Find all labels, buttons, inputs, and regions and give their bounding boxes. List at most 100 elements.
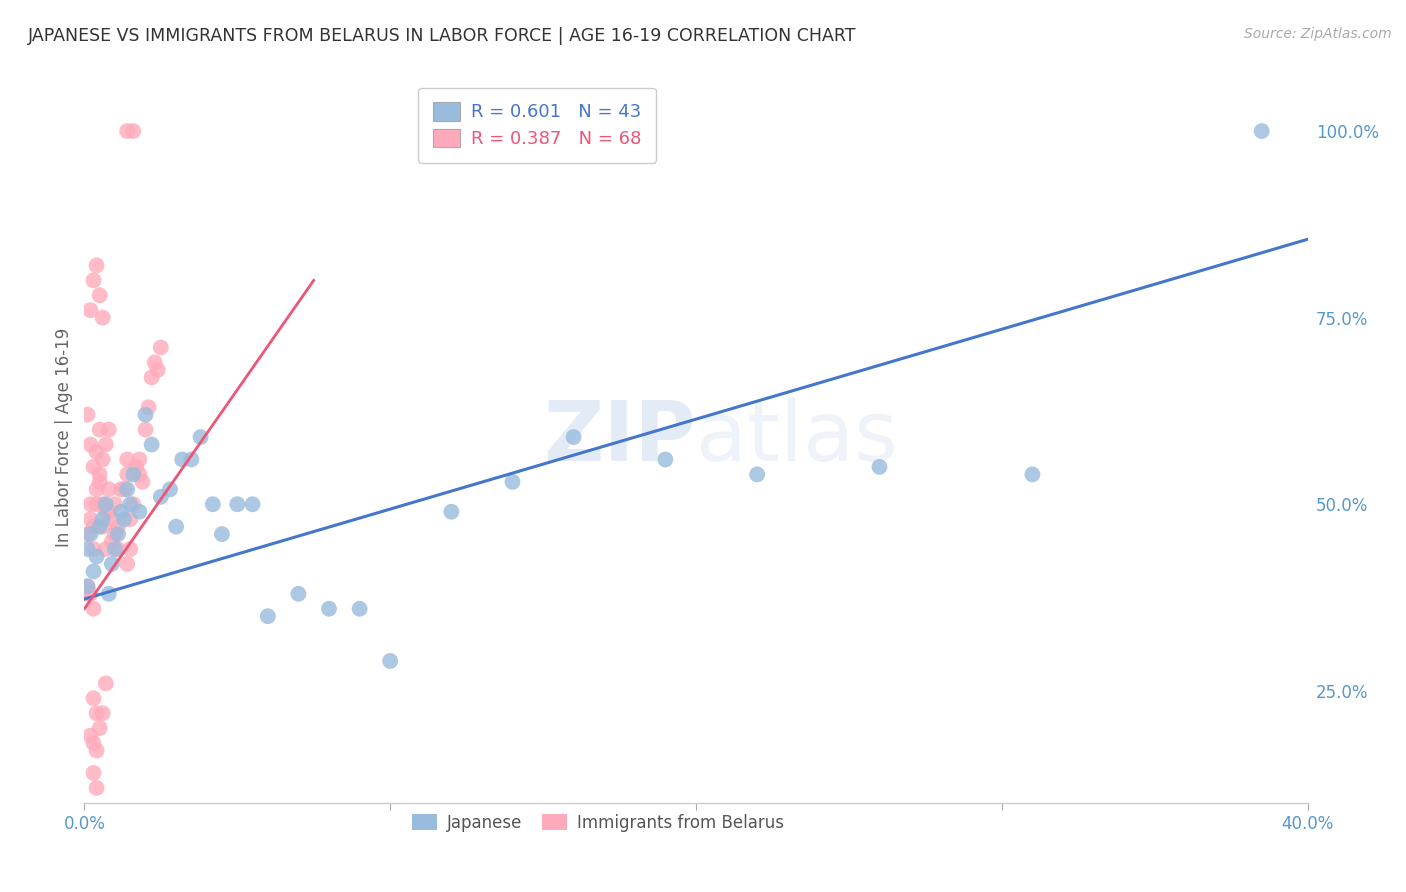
Point xyxy=(86,549,108,564)
Point xyxy=(128,505,150,519)
Point xyxy=(180,452,202,467)
Point xyxy=(146,363,169,377)
Point xyxy=(76,542,98,557)
Point xyxy=(83,691,105,706)
Point xyxy=(135,408,157,422)
Point xyxy=(86,706,108,721)
Point xyxy=(76,579,98,593)
Point xyxy=(83,766,105,780)
Text: Source: ZipAtlas.com: Source: ZipAtlas.com xyxy=(1244,27,1392,41)
Point xyxy=(91,512,114,526)
Point xyxy=(83,565,105,579)
Point xyxy=(318,601,340,615)
Point xyxy=(86,780,108,795)
Point xyxy=(76,587,98,601)
Point xyxy=(91,519,114,533)
Point xyxy=(94,497,117,511)
Point xyxy=(110,483,132,497)
Point xyxy=(107,542,129,557)
Point xyxy=(112,512,135,526)
Point xyxy=(101,534,124,549)
Point xyxy=(226,497,249,511)
Point xyxy=(141,370,163,384)
Point xyxy=(128,452,150,467)
Point xyxy=(190,430,212,444)
Point xyxy=(120,512,142,526)
Point xyxy=(79,497,101,511)
Point xyxy=(562,430,585,444)
Point xyxy=(89,721,111,735)
Point xyxy=(94,676,117,690)
Point xyxy=(94,542,117,557)
Point xyxy=(83,273,105,287)
Point xyxy=(107,527,129,541)
Text: ZIP: ZIP xyxy=(544,397,696,477)
Point xyxy=(94,437,117,451)
Point xyxy=(86,743,108,757)
Point xyxy=(257,609,280,624)
Point xyxy=(120,542,142,557)
Point xyxy=(502,475,524,489)
Point xyxy=(104,497,127,511)
Point xyxy=(115,467,138,482)
Point xyxy=(79,527,101,541)
Point xyxy=(101,512,124,526)
Point xyxy=(149,341,172,355)
Point xyxy=(86,497,108,511)
Point xyxy=(165,519,187,533)
Point xyxy=(97,423,120,437)
Point xyxy=(138,401,160,415)
Point xyxy=(94,505,117,519)
Point xyxy=(97,505,120,519)
Point xyxy=(120,497,142,511)
Point xyxy=(83,519,105,533)
Point xyxy=(115,483,138,497)
Point xyxy=(89,288,111,302)
Point xyxy=(115,124,138,138)
Point xyxy=(380,654,402,668)
Point xyxy=(97,483,120,497)
Point xyxy=(76,527,98,541)
Point xyxy=(115,452,138,467)
Point xyxy=(440,505,463,519)
Point xyxy=(135,423,157,437)
Point xyxy=(97,587,120,601)
Point xyxy=(91,497,114,511)
Point xyxy=(115,557,138,571)
Point xyxy=(86,483,108,497)
Point xyxy=(89,519,111,533)
Point xyxy=(79,303,101,318)
Point xyxy=(89,423,111,437)
Point xyxy=(76,579,98,593)
Point xyxy=(86,259,108,273)
Point xyxy=(1021,467,1043,482)
Point xyxy=(211,527,233,541)
Point xyxy=(141,437,163,451)
Text: atlas: atlas xyxy=(696,397,897,477)
Point xyxy=(172,452,194,467)
Point xyxy=(654,452,676,467)
Point xyxy=(131,475,153,489)
Point xyxy=(349,601,371,615)
Point xyxy=(79,729,101,743)
Point xyxy=(104,542,127,557)
Point xyxy=(83,601,105,615)
Point xyxy=(107,519,129,533)
Point xyxy=(83,542,105,557)
Point xyxy=(201,497,224,511)
Point xyxy=(79,587,101,601)
Point xyxy=(149,490,172,504)
Point xyxy=(869,459,891,474)
Point xyxy=(89,467,111,482)
Point xyxy=(112,483,135,497)
Point xyxy=(76,408,98,422)
Point xyxy=(104,527,127,541)
Point xyxy=(91,452,114,467)
Point xyxy=(125,459,148,474)
Point xyxy=(159,483,181,497)
Y-axis label: In Labor Force | Age 16-19: In Labor Force | Age 16-19 xyxy=(55,327,73,547)
Point xyxy=(89,475,111,489)
Point xyxy=(747,467,769,482)
Point xyxy=(101,557,124,571)
Point xyxy=(242,497,264,511)
